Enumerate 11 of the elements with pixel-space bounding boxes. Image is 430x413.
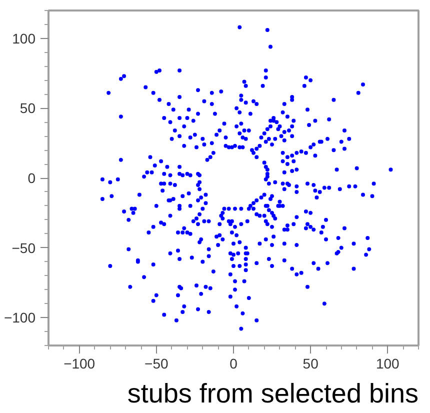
x-tick-label: −100 — [64, 356, 96, 372]
text: stubs from selected bins — [127, 378, 419, 408]
y-tick-label: 50 — [20, 100, 36, 116]
y-tick-label: −100 — [4, 310, 36, 326]
x-tick-label: 50 — [302, 356, 319, 372]
y-tick-label: −50 — [12, 240, 36, 256]
x-tick-label: 0 — [230, 356, 238, 372]
y-tick-label: 0 — [28, 170, 36, 186]
x-tick-label: −50 — [144, 356, 169, 372]
y-tick-label: 100 — [12, 30, 36, 46]
x-tick-label: 100 — [376, 356, 400, 372]
